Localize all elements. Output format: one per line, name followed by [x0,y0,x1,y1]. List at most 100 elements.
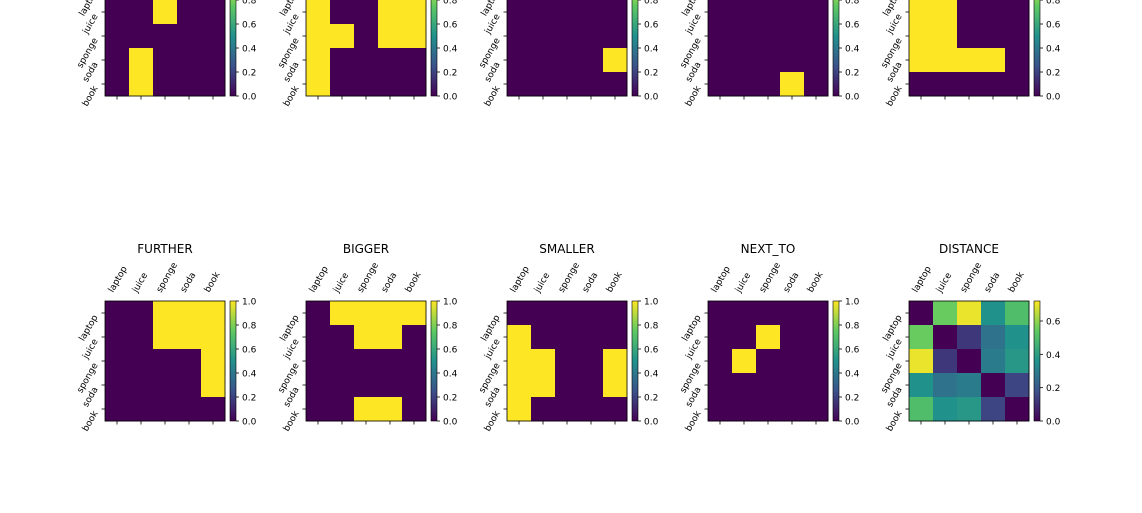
heatmap-cell [1005,301,1030,326]
heatmap-cell [933,349,958,374]
heatmap-cell [732,24,757,49]
heatmap-cell [306,301,331,326]
heatmap-cell [177,397,202,422]
heatmap-cell [402,349,427,374]
heatmap-cell [531,373,556,398]
colorbar [832,300,840,422]
y-tick-label: book [483,409,503,434]
heatmap-cell [603,72,628,97]
heatmap-cell [1005,325,1030,350]
heatmap-cell [603,0,628,25]
colorbar-tick-label: 0.0 [443,93,458,103]
heatmap-cell [378,24,403,49]
heatmap-cell [981,72,1006,97]
heatmap-cell [981,373,1006,398]
heatmap-cell [933,24,958,49]
heatmap-cell [732,373,757,398]
heatmap-cell [756,349,781,374]
colorbar-tick-label: 0.2 [443,69,457,79]
colorbar-tick-label: 0.2 [242,69,256,79]
colorbar-tick-label: 0.2 [845,69,859,79]
colorbar [430,0,438,97]
heatmap-cell [933,72,958,97]
heatmap-cell [957,72,982,97]
heatmap-cell [981,301,1006,326]
heatmap-cell [153,325,178,350]
heatmap-cell [555,373,580,398]
heatmap-cell [507,325,532,350]
heatmap-cell [129,72,154,97]
colorbar-tick-label: 0.6 [1046,21,1061,31]
heatmap-cell [804,0,829,25]
heatmap-cell [378,373,403,398]
y-tick-label: book [684,84,704,109]
colorbar-tick-label: 1.0 [443,298,458,308]
y-tick-label: laptop [480,313,503,343]
heatmap-cell [756,48,781,73]
heatmap-cell [933,397,958,422]
heatmap-cell [354,0,379,25]
heatmap-cell [330,349,355,374]
heatmap-cell [780,24,805,49]
colorbar-tick-label: 1.0 [845,298,860,308]
heatmap-cell [306,373,331,398]
y-tick-label: laptop [681,313,704,343]
x-tick-label: book [806,270,826,295]
heatmap-cell [804,24,829,49]
heatmap-cell [732,301,757,326]
heatmap-cell [804,72,829,97]
heatmap-cell [354,24,379,49]
heatmap-cell [756,301,781,326]
heatmap-cell [579,0,604,25]
heatmap-cell [981,349,1006,374]
colorbar-tick-label: 0.6 [443,346,458,356]
heatmap-cell [1005,72,1030,97]
heatmap-cell [555,48,580,73]
heatmap-cell [201,72,226,97]
heatmap-cell [330,397,355,422]
heatmap-cell [555,301,580,326]
colorbar-tick-label: 0.8 [443,322,458,332]
y-tick-label: book [885,84,905,109]
colorbar-tick-label: 0.0 [242,93,257,103]
x-tick-label: book [404,270,424,295]
heatmap-cell [957,0,982,25]
heatmap-cell [378,349,403,374]
colorbar-tick-label: 0.4 [242,45,257,55]
heatmap-cell [1005,0,1030,25]
colorbar-tick-label: 0.6 [845,21,860,31]
x-tick-label: juice [733,271,753,296]
heatmap-cell [153,0,178,25]
heatmap-cell [603,373,628,398]
heatmap-cell [330,72,355,97]
heatmap-cell [105,349,130,374]
heatmap-cell [981,48,1006,73]
heatmap-cell [531,397,556,422]
heatmap-cell [201,48,226,73]
colorbar-tick-label: 0.4 [845,370,860,380]
heatmap-cell [957,373,982,398]
colorbar-tick-label: 0.4 [1046,351,1061,361]
heatmap-cell [780,48,805,73]
heatmap-cell [981,24,1006,49]
heatmap-cell [306,325,331,350]
colorbar [832,0,840,97]
heatmap-cell [330,0,355,25]
heatmap-cell [909,301,934,326]
heatmap-cell [105,24,130,49]
x-tick-label: book [605,270,625,295]
y-tick-label: book [684,409,704,434]
heatmap-cell [804,301,829,326]
heatmap-cell [732,72,757,97]
heatmap-cell [507,72,532,97]
heatmap-cell [780,349,805,374]
heatmap-cell [402,301,427,326]
heatmap-cell [531,48,556,73]
colorbar-tick-label: 0.0 [443,418,458,428]
colorbar [1033,0,1041,97]
heatmap-cell [354,349,379,374]
heatmap-cell [732,397,757,422]
heatmap-cell [531,301,556,326]
heatmap-cell [579,72,604,97]
